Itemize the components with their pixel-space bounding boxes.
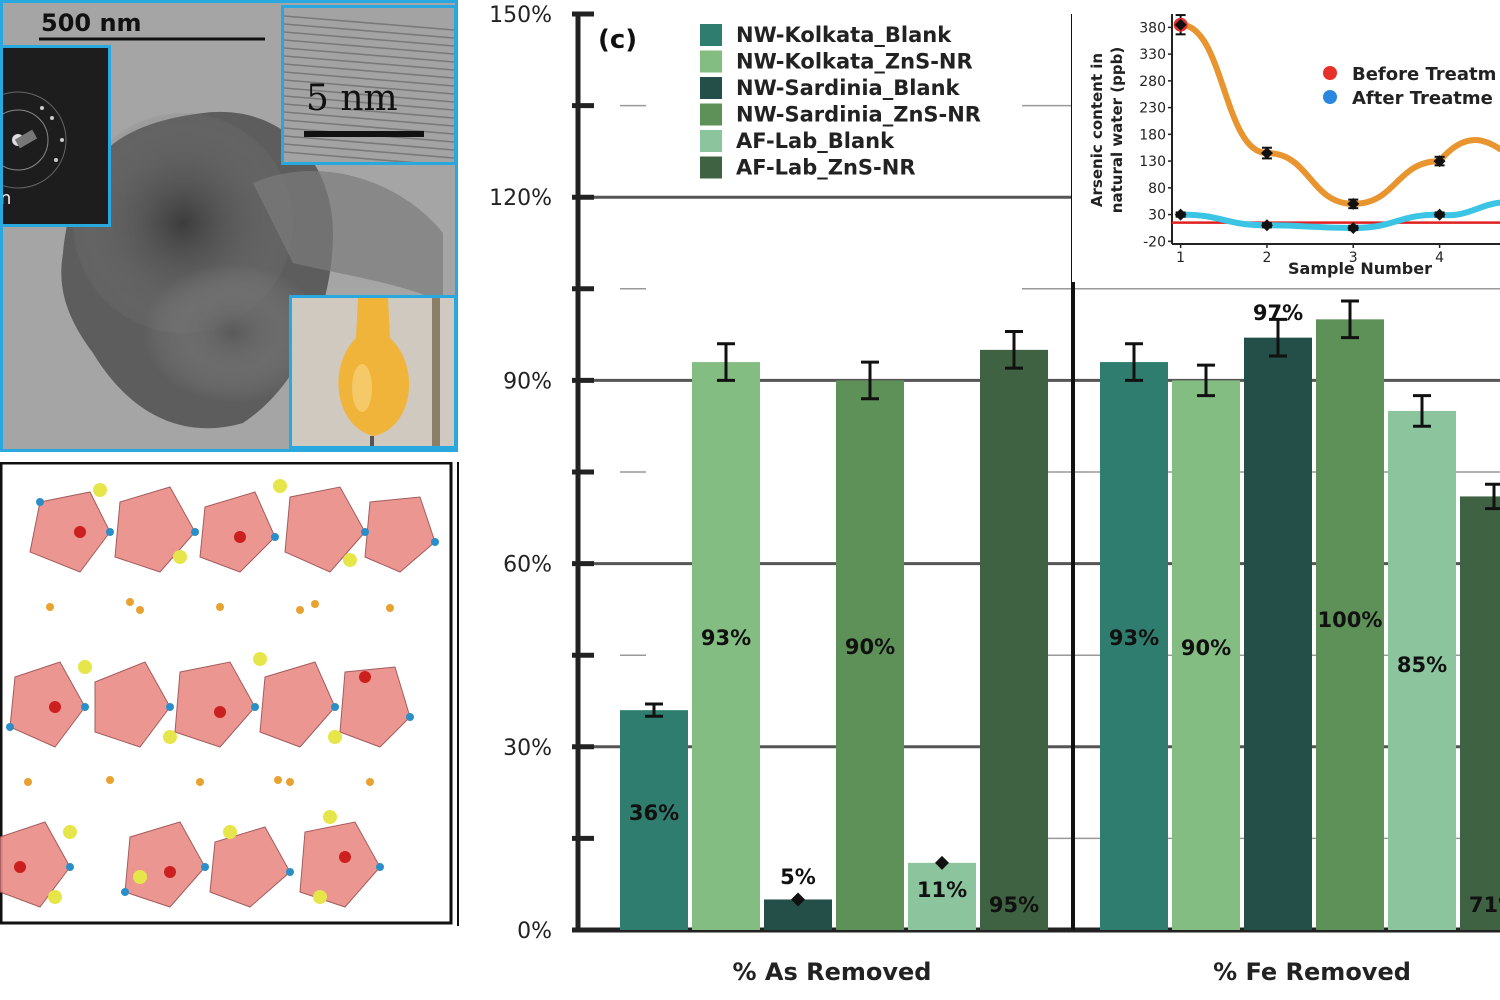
inset-data-point [1433,155,1446,168]
inset-x-tick-label: 4 [1435,250,1444,266]
bar-fe-2 [1172,380,1240,930]
inset-data-point [1174,18,1187,31]
legend-swatch [700,50,722,73]
crystal-structure-panel [0,462,459,926]
hrtem-scale-label: 5 nm [306,78,398,119]
value-label: 90% [845,635,895,659]
inset-x-tick-label: 3 [1349,250,1358,266]
y-tick-label: 90% [503,369,552,394]
inset-data-point [1174,208,1187,221]
saed-label: n [0,188,12,209]
inset-data-point [1433,208,1446,221]
inset-legend-label: After Treatme [1352,88,1493,109]
legend-swatch [700,77,722,99]
inset-y-tick-label: 130 [1139,154,1166,170]
legend-swatch [700,24,722,46]
inset-x-tick-label: 2 [1262,250,1271,266]
layer-bottom [0,810,384,908]
legend-box [690,16,990,186]
bar-fe-6 [1460,496,1500,930]
y-tick-label: 60% [503,553,552,578]
interlayer-ions-1 [46,598,394,614]
data-marker [791,892,805,907]
inset-legend-marker [1323,90,1337,104]
inset-y-tick-label: -20 [1143,234,1166,250]
value-label: 95% [989,893,1039,917]
value-label: 36% [629,801,679,825]
legend-swatch [700,103,722,126]
hrtem-lattice [284,8,454,162]
bar-as-2 [692,362,760,931]
legend-label: NW-Sardinia_ZnS-NR [736,103,981,127]
value-label: 93% [1109,626,1159,650]
inset-y-tick-label: 180 [1139,127,1166,143]
saed-inset: n [0,45,111,227]
x-group-label: % As Removed [733,958,932,986]
value-label: 100% [1318,608,1383,632]
y-tick-label: 30% [503,736,552,761]
x-group-label: % Fe Removed [1213,958,1411,986]
layer-middle [6,652,414,748]
legend-label: AF-Lab_ZnS-NR [736,156,916,180]
inset-legend-marker [1323,66,1337,80]
inset-y-tick-label: 380 [1139,20,1166,36]
legend-label: NW-Sardinia_Blank [736,76,961,100]
value-label: 90% [1181,636,1231,660]
value-label: 97% [1253,301,1303,325]
inset-data-point [1347,197,1360,210]
y-tick-label: 150% [489,3,552,28]
bar-as-5 [908,862,976,930]
inset-ylabel-line2: natural water (ppb) [1108,47,1126,213]
inset-ylabel-line1: Arsenic content in [1088,53,1106,207]
legend-swatch [700,130,722,152]
bar-as-4 [836,380,904,930]
tem-scale-label: 500 nm [41,9,142,37]
bar-fe-5 [1388,410,1456,930]
value-label: 11% [917,878,967,902]
inset-y-tick-label: 330 [1139,47,1166,63]
legend-label: NW-Kolkata_ZnS-NR [736,50,973,74]
inset-data-point [1260,219,1273,232]
legend-label: NW-Kolkata_Blank [736,23,952,47]
inset-background [1072,14,1500,282]
layer-top [29,479,439,573]
legend-swatch [700,156,722,179]
data-marker [935,855,949,870]
inset-y-tick-label: 230 [1139,101,1166,117]
bar-fe-4 [1316,319,1384,930]
hrtem-inset: 5 nm [281,5,455,165]
y-tick-label: 0% [517,919,552,944]
bar-fe-3 [1244,337,1312,930]
inset-xlabel: Sample Number [1288,259,1432,278]
value-label: 85% [1397,653,1447,677]
bar-as-1 [620,710,688,930]
y-tick-label: 120% [489,186,552,211]
vial-photo [292,298,454,446]
inset-data-point [1347,221,1360,234]
inset-data-point [1260,147,1273,160]
inset-y-tick-label: 280 [1139,74,1166,90]
inset-y-tick-label: 80 [1148,181,1166,197]
value-label: 5% [780,865,816,889]
interlayer-ions-2 [24,776,374,786]
legend-label: AF-Lab_Blank [736,129,895,153]
vial-photo-inset [289,295,455,449]
bar-as-6 [980,349,1048,930]
inset-legend-label: Before Treatm [1352,64,1496,85]
saed-pattern [3,48,108,224]
inset-series-line [1177,21,1500,207]
panel-label: (c) [598,25,637,55]
inset-y-tick-label: 30 [1148,208,1166,224]
inset-x-tick-label: 1 [1176,250,1185,266]
value-label: 93% [701,626,751,650]
value-label: 71% [1469,893,1500,917]
bar-fe-1 [1100,362,1168,931]
tem-micrograph-panel: 500 nm n [0,0,458,452]
